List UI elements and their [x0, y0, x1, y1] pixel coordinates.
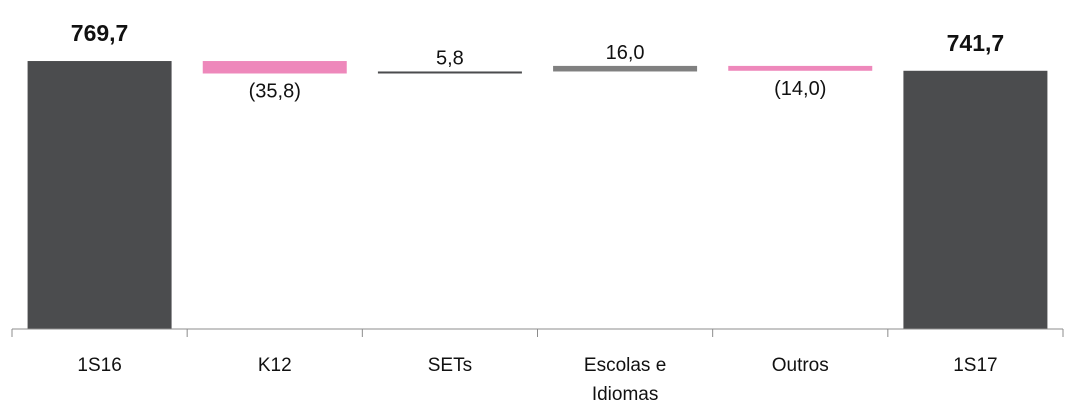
category-label-line: K12: [258, 355, 292, 376]
category-label-1s16: 1S16: [77, 355, 121, 376]
bar-1s17: [903, 70, 1048, 330]
bar-outros: [728, 65, 873, 71]
data-label-1s16: 769,7: [71, 20, 129, 46]
category-label-line: Escolas e: [584, 355, 666, 376]
category-labels-group: 1S16 K12 SETs Escolas e Idiomas Outros 1S17: [77, 355, 997, 405]
category-label-sets: SETs: [428, 355, 472, 376]
category-label-escolas-e-idiomas: Escolas e Idiomas: [584, 355, 666, 405]
category-label-1s17: 1S17: [953, 355, 997, 376]
data-label-k12: (35,8): [249, 80, 301, 102]
data-label-sets: 5,8: [436, 47, 464, 69]
bar-k12: [202, 61, 347, 74]
category-label-k12: K12: [258, 355, 292, 376]
data-label-1s17: 741,7: [947, 30, 1005, 56]
category-label-line: SETs: [428, 355, 472, 376]
bar-sets: [377, 71, 522, 74]
category-label-line: 1S17: [953, 355, 997, 376]
category-label-line: 1S16: [77, 355, 121, 376]
data-labels-group: 769,7 (35,8) 5,8 16,0 (14,0) 741,7: [71, 20, 1004, 102]
bars-group: [27, 61, 1048, 330]
bar-1s16: [27, 61, 172, 330]
x-axis: [11, 328, 1064, 337]
category-label-line: Outros: [772, 355, 829, 376]
data-label-outros: (14,0): [774, 78, 826, 100]
category-label-line: Idiomas: [592, 384, 659, 405]
data-label-escolas-e-idiomas: 16,0: [606, 42, 645, 64]
category-label-outros: Outros: [772, 355, 829, 376]
bar-escolas-e-idiomas: [553, 65, 698, 72]
